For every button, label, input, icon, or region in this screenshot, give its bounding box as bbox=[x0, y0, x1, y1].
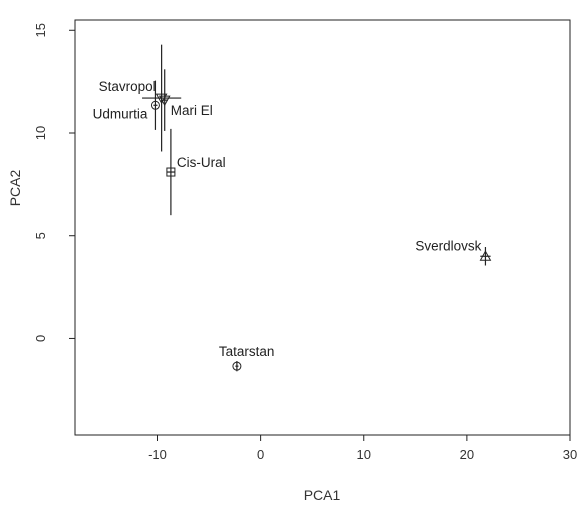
plot-frame bbox=[74, 19, 571, 436]
y-tick-label: 5 bbox=[33, 232, 48, 239]
x-tick-label: 30 bbox=[563, 447, 577, 462]
y-tick-label: 10 bbox=[33, 126, 48, 140]
point-label: Sverdlovsk bbox=[415, 238, 481, 253]
point-label: Udmurtia bbox=[93, 106, 148, 121]
x-tick-label: -10 bbox=[148, 447, 167, 462]
point-label: Mari El bbox=[171, 103, 213, 118]
data-points: Stavropol Mari El Udmurtia Cis-Ural Sverdlov… bbox=[93, 44, 492, 372]
x-axis-label: PCA1 bbox=[304, 487, 341, 503]
point-cis-ural: Cis-Ural bbox=[166, 128, 226, 216]
x-axis: -10 0 10 20 30 bbox=[148, 435, 577, 462]
point-stavropol: Stavropol bbox=[99, 44, 182, 152]
x-tick-label: 0 bbox=[257, 447, 264, 462]
y-tick-label: 0 bbox=[33, 335, 48, 342]
point-label: Stavropol bbox=[99, 79, 156, 94]
point-marker bbox=[158, 95, 171, 107]
point-marker bbox=[150, 100, 160, 110]
x-tick-label: 20 bbox=[460, 447, 474, 462]
point-mari-el: Mari El bbox=[158, 69, 213, 131]
point-marker bbox=[166, 167, 176, 177]
y-tick-label: 15 bbox=[33, 23, 48, 37]
point-udmurtia: Udmurtia bbox=[93, 80, 160, 130]
point-marker bbox=[479, 250, 492, 261]
point-sverdlovsk: Sverdlovsk bbox=[415, 238, 492, 266]
point-label: Tatarstan bbox=[219, 344, 275, 359]
y-axis-label: PCA2 bbox=[7, 170, 23, 207]
y-axis: 0 5 10 15 bbox=[33, 23, 75, 342]
point-label: Cis-Ural bbox=[177, 155, 226, 170]
x-tick-label: 10 bbox=[357, 447, 371, 462]
point-tatarstan: Tatarstan bbox=[219, 344, 275, 372]
point-marker bbox=[232, 361, 242, 371]
